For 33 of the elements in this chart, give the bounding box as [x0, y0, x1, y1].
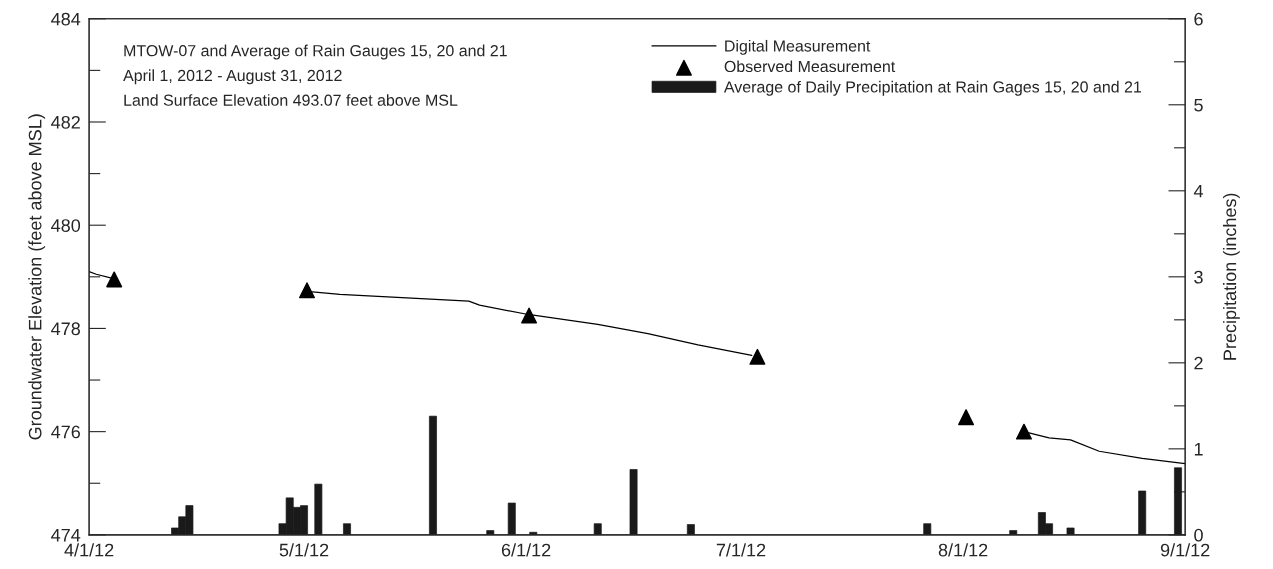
y-tick-label: 474	[51, 528, 81, 542]
y2-tick-label: 3	[1194, 270, 1203, 284]
annotation: Land Surface Elevation 493.07 feet above MSL	[124, 94, 458, 106]
point	[749, 348, 766, 365]
y2-tick-label: 2	[1194, 356, 1203, 370]
annotation: April 1, 2012 - August 31, 2012	[123, 69, 342, 85]
y-tick-label: 476	[51, 425, 80, 439]
annotation: MTOW-07 and Average of Rain Gauges 15, 20 and 21	[124, 44, 507, 60]
y2-axis-title: Precipitation (inches)	[1222, 193, 1240, 360]
x-tick-label: 5/1/12	[279, 543, 329, 557]
y-tick-label: 480	[51, 219, 81, 232]
y2-tick-label: 0	[1194, 528, 1203, 542]
legend-label: Average of Daily Precipitation at Rain Gages 15, 20 and 21	[723, 80, 1142, 96]
x-tick-label: 9/1/12	[1160, 543, 1210, 557]
x-tick-label: 7/1/12	[716, 543, 766, 557]
point	[521, 307, 538, 324]
y-tick-label: 484	[51, 12, 81, 26]
y2-tick-label: 1	[1194, 442, 1203, 456]
point	[958, 409, 975, 426]
point	[1016, 423, 1032, 440]
point	[106, 271, 123, 288]
y2-tick-label: 5	[1194, 98, 1203, 112]
x-tick-label: 4/1/12	[64, 543, 114, 557]
x-tick-label: 8/1/12	[938, 543, 988, 557]
x-tick-label: 6/1/12	[501, 543, 551, 557]
legend-label: Digital Measurement	[725, 39, 871, 55]
y-tick-label: 478	[51, 322, 80, 336]
legend-label: Observed Measurement	[724, 60, 896, 73]
y2-tick-label: 6	[1194, 12, 1203, 26]
y-axis-title: Groundwater Elevation (feet above MSL)	[28, 114, 46, 440]
y-tick-label: 482	[51, 115, 80, 129]
point	[299, 282, 315, 299]
y2-tick-label: 4	[1193, 184, 1204, 198]
